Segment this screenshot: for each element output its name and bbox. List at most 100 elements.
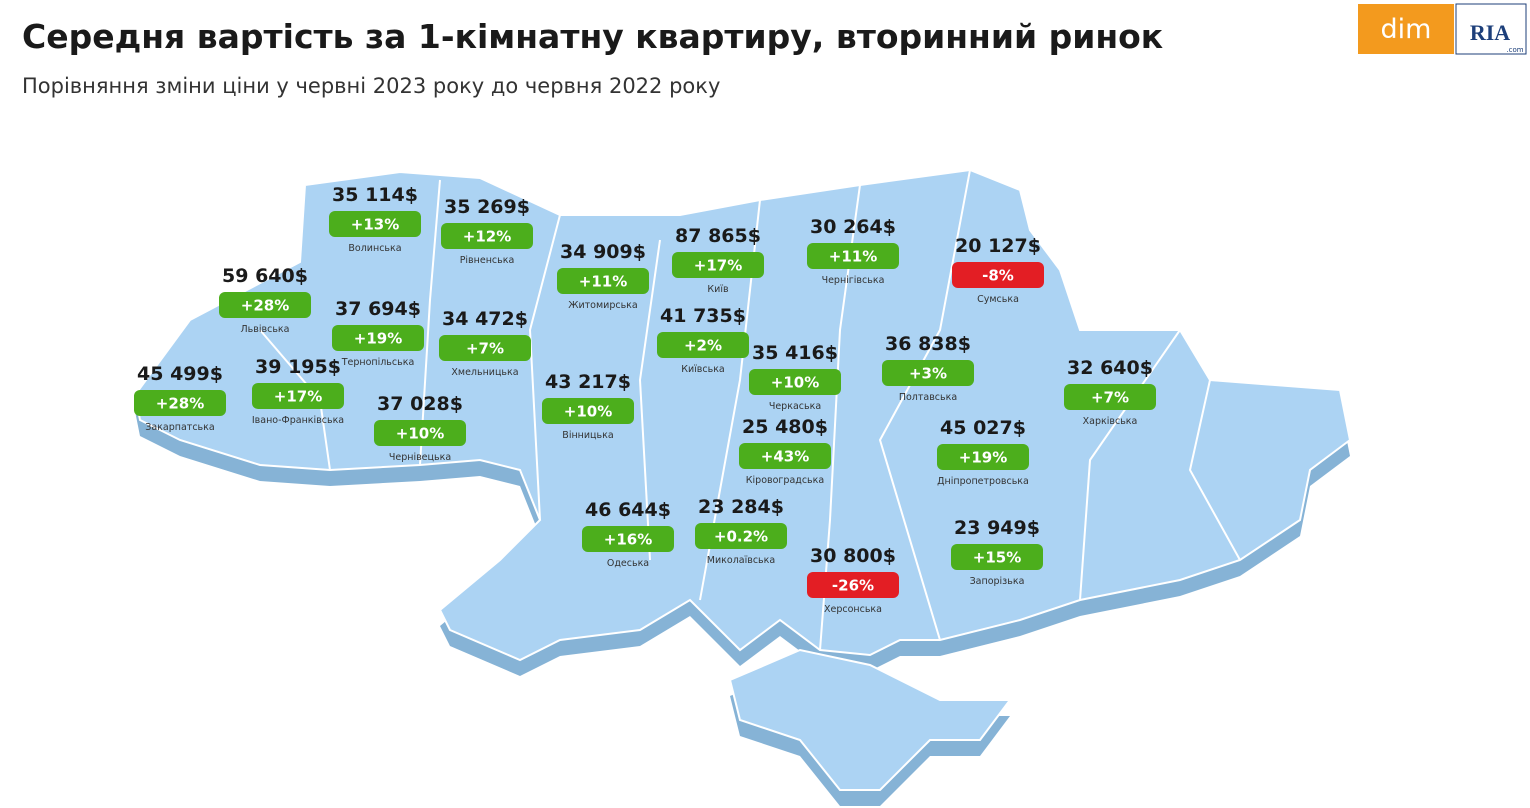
region-name: Вінницька bbox=[562, 430, 613, 441]
region-change: +10% bbox=[771, 374, 819, 392]
region-price: 30 264$ bbox=[810, 216, 896, 238]
region-price: 35 114$ bbox=[332, 184, 418, 206]
region-change: +11% bbox=[829, 248, 877, 266]
region-change: +7% bbox=[1091, 389, 1129, 407]
change-badge bbox=[134, 390, 226, 416]
region-change: +17% bbox=[274, 388, 322, 406]
region-name: Миколаївська bbox=[707, 555, 775, 566]
region-name: Волинська bbox=[348, 243, 401, 254]
region-price: 41 735$ bbox=[660, 305, 746, 327]
region-name: Київ bbox=[707, 284, 729, 295]
region-price: 43 217$ bbox=[545, 371, 631, 393]
region-name: Чернівецька bbox=[389, 452, 451, 463]
region-price: 37 694$ bbox=[335, 298, 421, 320]
region-price: 30 800$ bbox=[810, 545, 896, 567]
region-price: 87 865$ bbox=[675, 225, 761, 247]
logo-com: .com bbox=[1506, 46, 1523, 54]
region-price: 39 195$ bbox=[255, 356, 341, 378]
change-badge bbox=[952, 262, 1044, 288]
change-badge bbox=[657, 332, 749, 358]
logo-ria: RIA bbox=[1470, 20, 1510, 45]
change-badge bbox=[1064, 384, 1156, 410]
region-price: 34 472$ bbox=[442, 308, 528, 330]
region-change: +28% bbox=[156, 395, 204, 413]
region-price: 20 127$ bbox=[955, 235, 1041, 257]
region-name: Івано-Франківська bbox=[252, 415, 344, 426]
region-change: +43% bbox=[761, 448, 809, 466]
title: Середня вартість за 1-кімнатну квартиру,… bbox=[22, 17, 1163, 56]
map-top bbox=[133, 168, 1352, 791]
change-badge bbox=[807, 572, 899, 598]
change-badge bbox=[329, 211, 421, 237]
region-price: 37 028$ bbox=[377, 393, 463, 415]
region-price: 35 416$ bbox=[752, 342, 838, 364]
change-badge bbox=[219, 292, 311, 318]
region-change: +15% bbox=[973, 549, 1021, 567]
region-name: Кіровоградська bbox=[746, 475, 824, 486]
region-change: +13% bbox=[351, 216, 399, 234]
region-change: +19% bbox=[354, 330, 402, 348]
region-change: -26% bbox=[832, 577, 874, 595]
logo-dim: dim bbox=[1381, 14, 1432, 45]
region-change: +2% bbox=[684, 337, 722, 355]
change-badge bbox=[252, 383, 344, 409]
region-price: 32 640$ bbox=[1067, 357, 1153, 379]
region-name: Запорізька bbox=[970, 576, 1025, 587]
region-change: +11% bbox=[579, 273, 627, 291]
change-badge bbox=[332, 325, 424, 351]
change-badge bbox=[749, 369, 841, 395]
region-name: Полтавська bbox=[899, 392, 957, 403]
region-price: 34 909$ bbox=[560, 241, 646, 263]
change-badge bbox=[672, 252, 764, 278]
region-price: 59 640$ bbox=[222, 265, 308, 287]
labels: 35 114$ +13% Волинська 35 269$ +12% Рівненськ… bbox=[134, 184, 1156, 615]
region-name: Рівненська bbox=[460, 255, 515, 266]
region-price: 23 949$ bbox=[954, 517, 1040, 539]
change-badge bbox=[582, 526, 674, 552]
region-change: +17% bbox=[694, 257, 742, 275]
region-name: Київська bbox=[681, 364, 725, 375]
region-price: 25 480$ bbox=[742, 416, 828, 438]
region-change: +16% bbox=[604, 531, 652, 549]
change-badge bbox=[374, 420, 466, 446]
region-name: Харківська bbox=[1083, 416, 1138, 427]
change-badge bbox=[882, 360, 974, 386]
region-name: Черкаська bbox=[769, 401, 821, 412]
region-price: 35 269$ bbox=[444, 196, 530, 218]
region-price: 23 284$ bbox=[698, 496, 784, 518]
change-badge bbox=[439, 335, 531, 361]
region-name: Одеська bbox=[607, 558, 649, 569]
region-change: +19% bbox=[959, 449, 1007, 467]
region-name: Дніпропетровська bbox=[937, 476, 1029, 487]
change-badge bbox=[695, 523, 787, 549]
region-price: 45 027$ bbox=[940, 417, 1026, 439]
region-change: -8% bbox=[982, 267, 1014, 285]
region-change: +10% bbox=[564, 403, 612, 421]
region-change: +10% bbox=[396, 425, 444, 443]
region-name: Чернігівська bbox=[822, 275, 885, 286]
change-badge bbox=[807, 243, 899, 269]
logo-box bbox=[1455, 3, 1527, 55]
region-price: 36 838$ bbox=[885, 333, 971, 355]
change-badge bbox=[441, 223, 533, 249]
logo-box bbox=[1358, 4, 1454, 54]
region-name: Житомирська bbox=[568, 300, 638, 311]
region-change: +3% bbox=[909, 365, 947, 383]
region-name: Хмельницька bbox=[451, 367, 518, 378]
region-change: +28% bbox=[241, 297, 289, 315]
region-price: 46 644$ bbox=[585, 499, 671, 521]
region-change: +0.2% bbox=[714, 528, 768, 546]
region-name: Львівська bbox=[241, 324, 290, 335]
region-name: Сумська bbox=[977, 294, 1019, 305]
region-name: Тернопільська bbox=[341, 357, 415, 368]
region-name: Закарпатська bbox=[145, 422, 214, 433]
subtitle: Порівняння зміни ціни у червні 2023 року… bbox=[22, 74, 720, 98]
change-badge bbox=[937, 444, 1029, 470]
change-badge bbox=[951, 544, 1043, 570]
region-name: Херсонська bbox=[824, 604, 882, 615]
region-change: +12% bbox=[463, 228, 511, 246]
change-badge bbox=[739, 443, 831, 469]
region-price: 45 499$ bbox=[137, 363, 223, 385]
change-badge bbox=[542, 398, 634, 424]
